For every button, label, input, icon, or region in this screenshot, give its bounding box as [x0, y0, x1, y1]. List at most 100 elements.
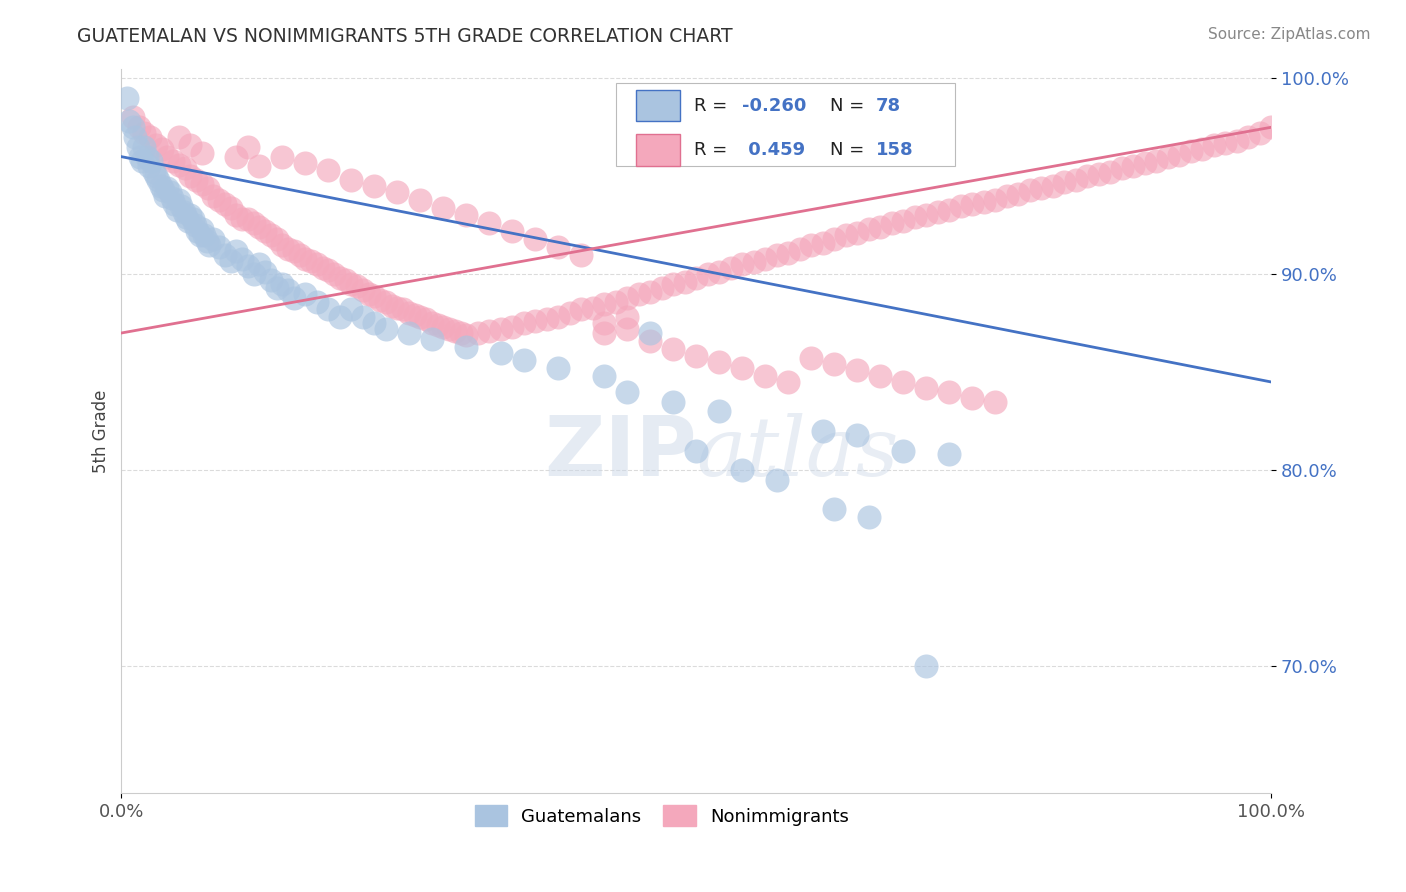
Point	[662, 342, 685, 356]
Point	[329, 271, 352, 285]
Point	[177, 214, 200, 228]
Point	[156, 181, 179, 195]
Point	[489, 322, 512, 336]
Point	[311, 261, 333, 276]
Point	[616, 291, 638, 305]
Point	[432, 320, 454, 334]
Point	[260, 273, 283, 287]
Point	[1111, 161, 1133, 176]
Point	[616, 384, 638, 399]
Point	[754, 369, 776, 384]
Point	[640, 334, 662, 348]
Point	[949, 199, 972, 213]
Point	[426, 318, 449, 333]
Point	[148, 173, 170, 187]
Point	[415, 312, 437, 326]
Point	[357, 286, 380, 301]
Point	[128, 120, 150, 135]
Point	[593, 326, 616, 340]
Point	[593, 369, 616, 384]
Point	[208, 193, 231, 207]
Point	[374, 322, 396, 336]
Point	[731, 463, 754, 477]
Point	[173, 161, 195, 176]
Point	[186, 224, 208, 238]
Point	[1168, 147, 1191, 161]
Point	[1122, 160, 1144, 174]
Point	[115, 91, 138, 105]
Point	[891, 443, 914, 458]
Point	[1064, 173, 1087, 187]
Point	[823, 232, 845, 246]
Point	[294, 155, 316, 169]
Point	[266, 232, 288, 246]
Point	[709, 404, 731, 418]
Point	[277, 283, 299, 297]
Point	[186, 173, 208, 187]
Point	[225, 244, 247, 258]
Point	[858, 510, 880, 524]
Point	[191, 222, 214, 236]
Point	[288, 247, 311, 261]
Point	[323, 267, 346, 281]
Point	[122, 111, 145, 125]
Point	[823, 502, 845, 516]
Point	[202, 232, 225, 246]
Point	[236, 140, 259, 154]
Point	[640, 326, 662, 340]
Point	[673, 275, 696, 289]
Point	[915, 381, 938, 395]
Point	[409, 193, 432, 207]
Point	[685, 443, 707, 458]
Point	[127, 140, 149, 154]
Point	[162, 153, 184, 168]
Point	[904, 211, 927, 225]
Point	[346, 279, 368, 293]
Point	[283, 244, 305, 258]
Point	[145, 137, 167, 152]
Point	[231, 212, 253, 227]
Point	[1260, 120, 1282, 135]
Point	[938, 447, 960, 461]
Point	[363, 316, 385, 330]
Point	[174, 211, 197, 225]
Point	[709, 355, 731, 369]
Point	[1133, 155, 1156, 169]
Point	[409, 310, 432, 325]
Point	[363, 289, 385, 303]
Point	[135, 150, 157, 164]
Point	[938, 202, 960, 217]
Point	[352, 310, 374, 325]
Point	[789, 242, 811, 256]
Text: N =: N =	[830, 141, 870, 159]
Point	[456, 340, 478, 354]
Point	[335, 273, 357, 287]
Point	[387, 301, 409, 315]
Point	[242, 267, 264, 281]
Point	[1099, 165, 1122, 179]
Point	[247, 160, 270, 174]
Point	[938, 384, 960, 399]
Point	[478, 216, 501, 230]
Point	[318, 163, 340, 178]
Point	[153, 189, 176, 203]
Point	[1191, 142, 1213, 156]
Point	[927, 204, 949, 219]
Point	[456, 209, 478, 223]
Point	[167, 130, 190, 145]
Point	[811, 235, 834, 250]
Point	[150, 142, 173, 156]
Point	[651, 281, 673, 295]
Point	[156, 150, 179, 164]
Point	[720, 261, 742, 276]
Point	[501, 224, 523, 238]
Legend: Guatemalans, Nonimmigrants: Guatemalans, Nonimmigrants	[465, 797, 858, 835]
Point	[478, 324, 501, 338]
Point	[271, 277, 294, 291]
Point	[616, 310, 638, 325]
FancyBboxPatch shape	[637, 134, 681, 166]
Point	[869, 369, 891, 384]
Point	[305, 257, 328, 271]
Point	[754, 252, 776, 266]
Point	[569, 247, 592, 261]
